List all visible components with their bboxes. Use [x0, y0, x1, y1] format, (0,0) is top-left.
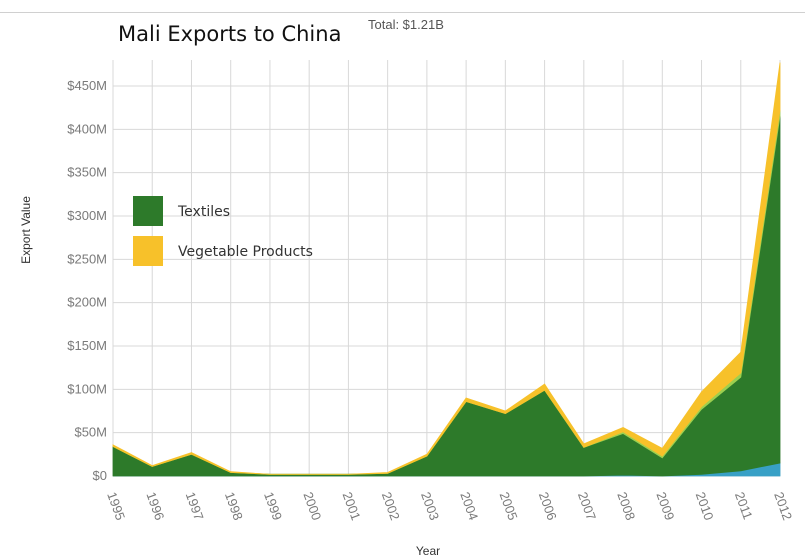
y-tick-label: $100M: [67, 381, 107, 396]
y-tick-label: $300M: [67, 208, 107, 223]
legend: Textiles Vegetable Products: [133, 196, 313, 266]
x-tick-label: 2001: [340, 490, 364, 522]
y-tick-label: $400M: [67, 121, 107, 136]
x-tick-label: 2010: [693, 490, 717, 522]
x-axis-title: Year: [416, 544, 440, 558]
x-axis-ticks: 1995 1996 1997 1998 1999 2000 2001 2002 2003 2004…: [104, 490, 795, 522]
x-tick-label: 2002: [379, 490, 403, 522]
x-tick-label: 1999: [261, 490, 285, 522]
y-tick-label: $50M: [74, 425, 107, 440]
x-tick-label: 2004: [457, 490, 481, 522]
plot-area: [113, 60, 780, 476]
y-axis-ticks: $0 $50M $100M $150M $200M $250M $300M $350M $400…: [67, 78, 107, 483]
x-tick-label: 1998: [222, 490, 246, 522]
y-tick-label: $150M: [67, 338, 107, 353]
legend-label: Vegetable Products: [178, 244, 313, 260]
chart-subtitle: Total: $1.21B: [368, 17, 444, 32]
x-tick-label: 2007: [575, 490, 599, 522]
y-axis-title: Export Value: [19, 196, 33, 264]
x-tick-label: 2012: [771, 490, 795, 522]
x-tick-label: 1997: [183, 490, 207, 522]
x-tick-label: 2011: [732, 490, 756, 521]
x-tick-label: 2008: [614, 490, 638, 522]
legend-swatch: [133, 236, 163, 266]
y-tick-label: $250M: [67, 251, 107, 266]
y-tick-label: $350M: [67, 165, 107, 180]
y-tick-label: $200M: [67, 295, 107, 310]
y-tick-label: $0: [93, 468, 107, 483]
x-tick-label: 2000: [300, 490, 324, 522]
x-tick-label: 1996: [143, 490, 167, 522]
chart-title: Mali Exports to China: [118, 22, 342, 46]
y-tick-label: $450M: [67, 78, 107, 93]
x-tick-label: 2009: [653, 490, 677, 522]
x-tick-label: 2006: [536, 490, 560, 522]
legend-label: Textiles: [177, 204, 230, 220]
x-tick-label: 2005: [497, 490, 521, 522]
area-vegetable-products: [112, 62, 781, 475]
x-tick-label: 1995: [104, 490, 128, 522]
x-tick-label: 2003: [418, 490, 442, 522]
top-divider: [0, 12, 805, 13]
area-series: [112, 62, 781, 477]
legend-swatch: [133, 196, 163, 226]
